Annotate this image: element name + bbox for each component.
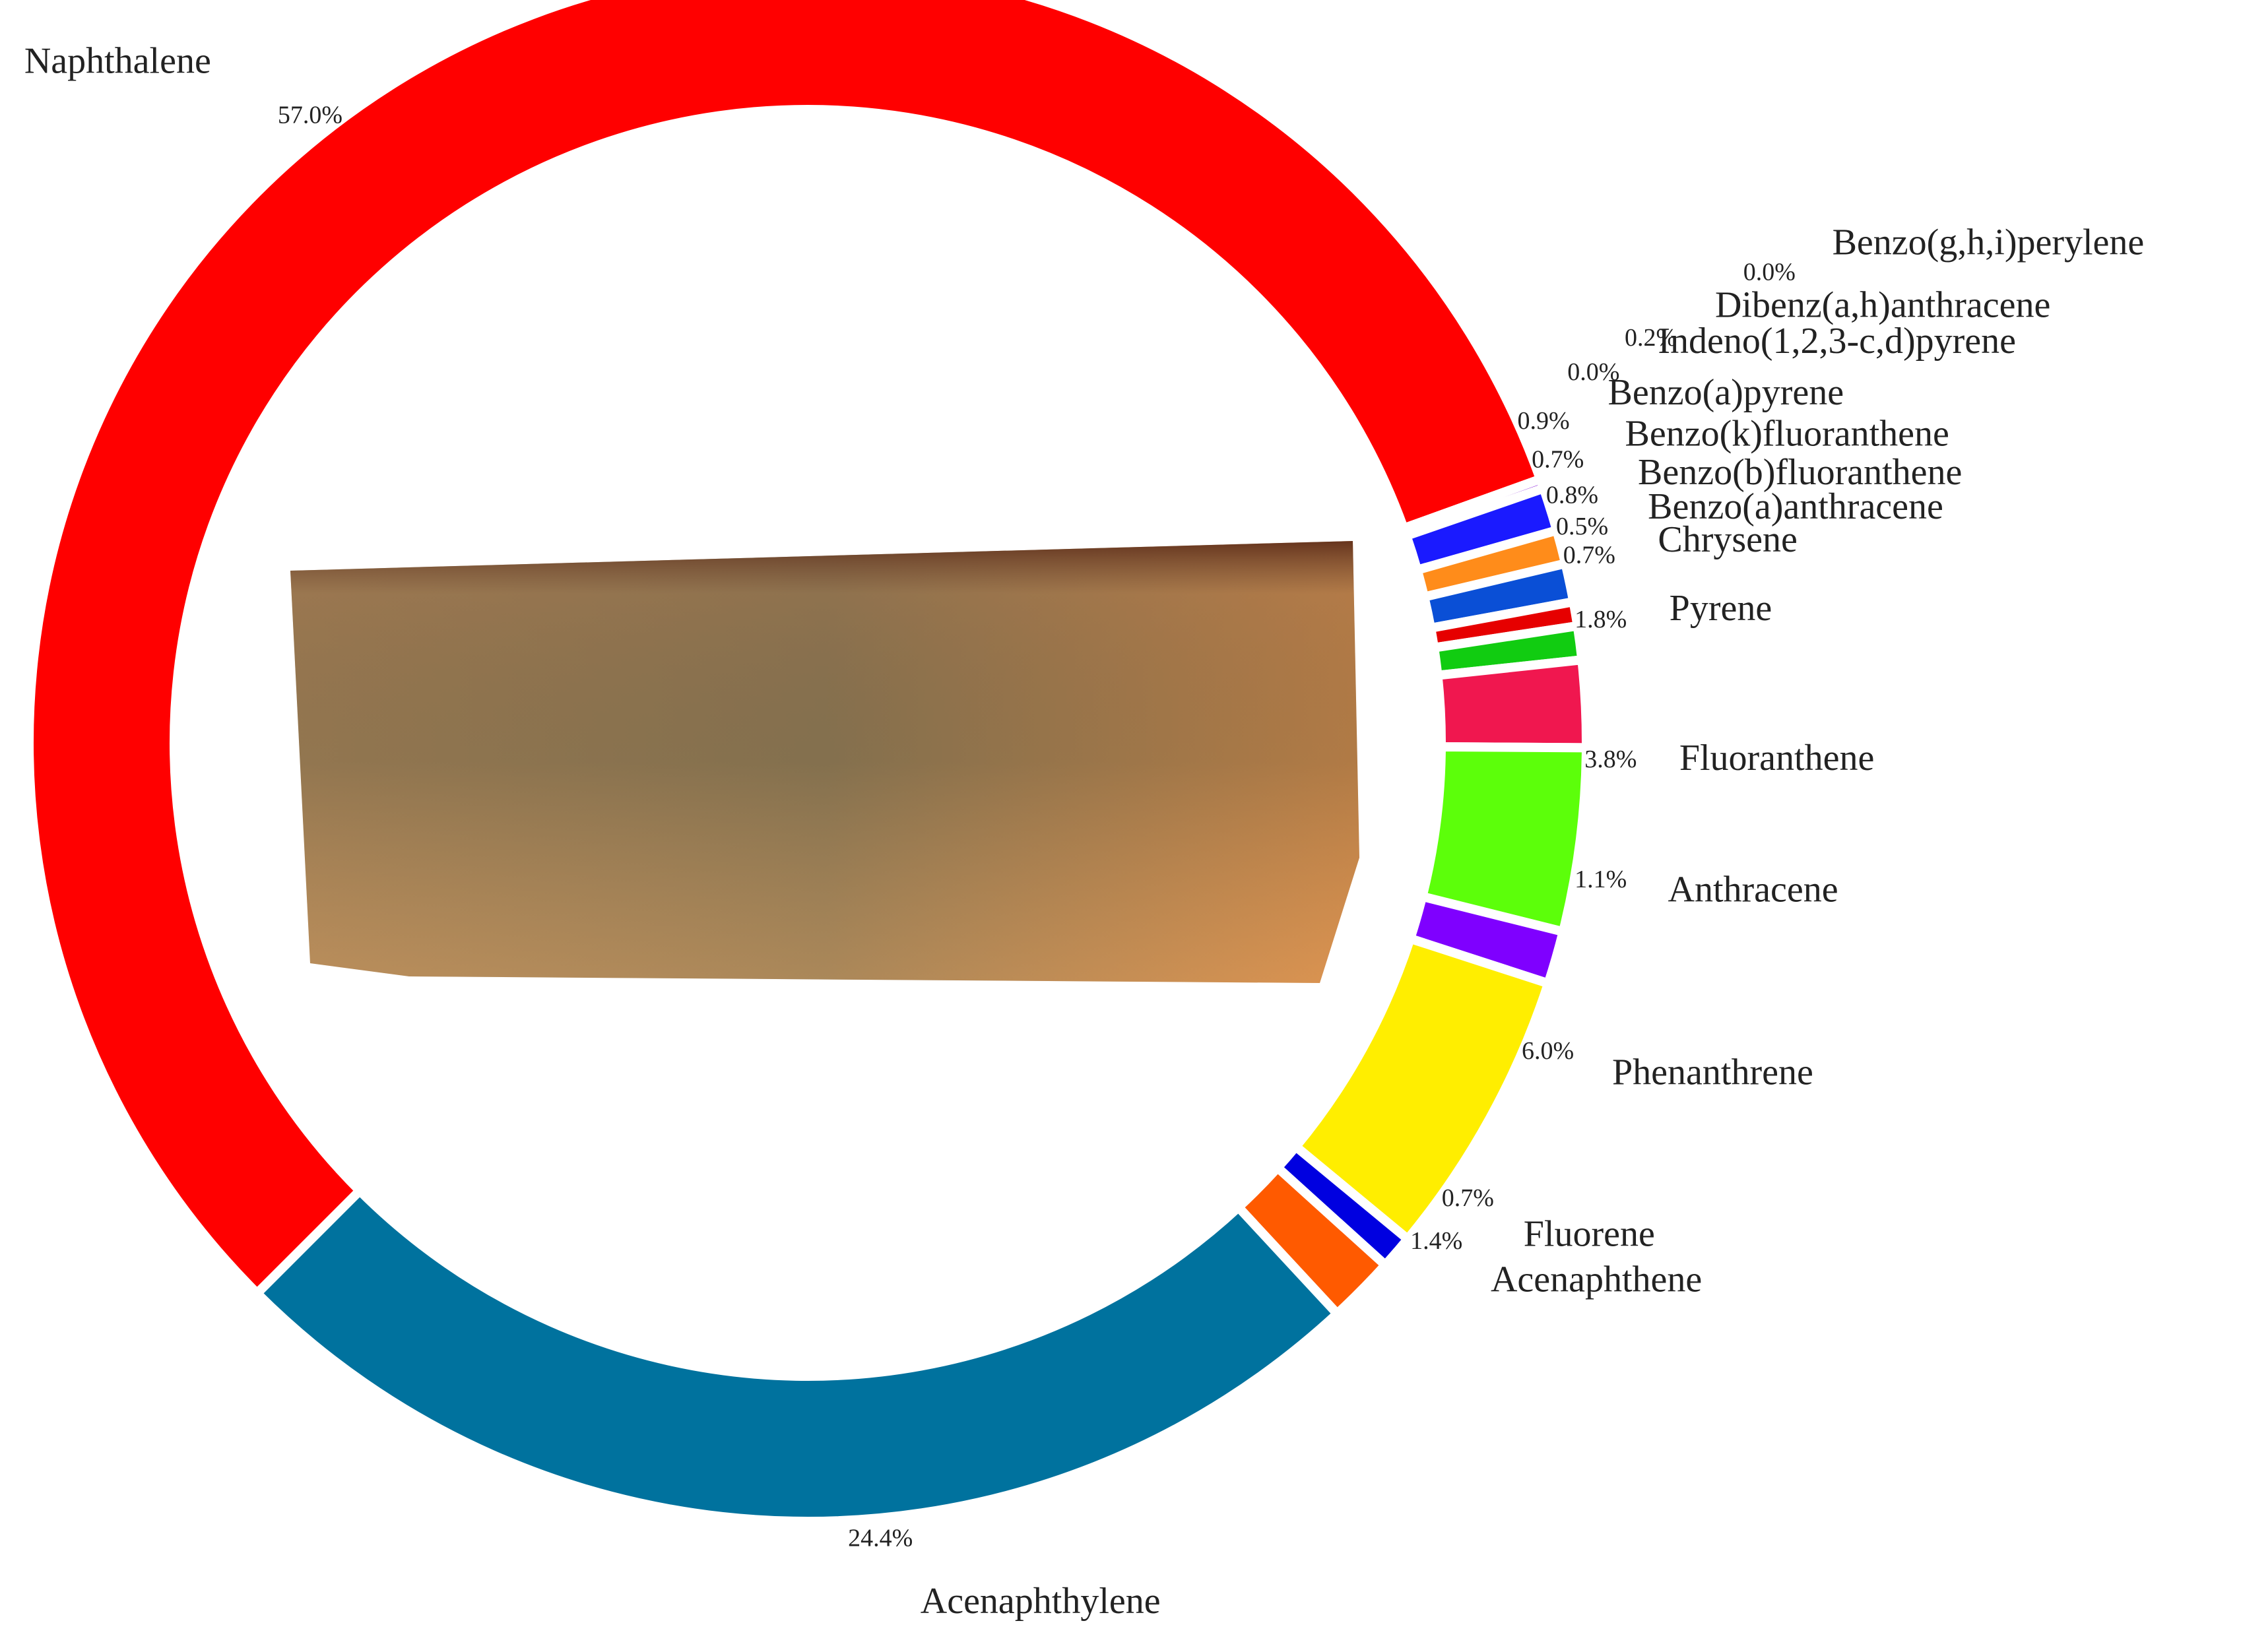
value-label: 0.7% <box>1563 541 1615 569</box>
slice-label: Benzo(k)fluoranthene <box>1625 414 1949 455</box>
value-label: 0.2% <box>1625 324 1677 352</box>
slice-label: Benzo(g,h,i)perylene <box>1833 222 2145 263</box>
slice-label: Benzo(b)fluoranthene <box>1638 452 1962 493</box>
donut <box>24 0 1592 1526</box>
slice-label: Dibenz(a,h)anthracene <box>1715 285 2050 326</box>
donut-slice <box>24 0 1547 1300</box>
value-label: 1.1% <box>1575 866 1627 893</box>
slice-label: Phenanthrene <box>1612 1052 1813 1093</box>
slice-label: Fluorene <box>1524 1213 1655 1254</box>
value-label: 0.5% <box>1556 513 1608 540</box>
value-label: 1.4% <box>1410 1227 1462 1255</box>
value-label: 0.7% <box>1532 445 1584 473</box>
slice-label: Fluoranthene <box>1679 738 1874 778</box>
donut-slice <box>250 1184 1344 1526</box>
value-label: 0.9% <box>1518 407 1570 435</box>
slice-label: Naphthalene <box>24 40 211 81</box>
slice-label: Indeno(1,2,3-c,d)pyrene <box>1658 321 2016 362</box>
slice-label: Acenaphthene <box>1491 1259 1702 1300</box>
value-label: 3.8% <box>1584 746 1637 773</box>
value-label: 1.8% <box>1575 606 1627 633</box>
labels: Naphthalene 57.0% Benzo(g,h,i)perylene 0.0%… <box>24 40 2144 1622</box>
slice-label: Chrysene <box>1658 519 1798 560</box>
slice-label: Benzo(a)anthracene <box>1648 486 1943 527</box>
wood-photo <box>290 541 1359 983</box>
value-label: 57.0% <box>278 101 342 129</box>
donut-slice <box>1432 654 1591 753</box>
value-label: 0.0% <box>1567 358 1619 386</box>
value-label: 24.4% <box>848 1524 913 1552</box>
slice-label: Acenaphthylene <box>921 1581 1161 1622</box>
slice-label: Benzo(a)pyrene <box>1608 372 1844 413</box>
value-label: 6.0% <box>1522 1037 1574 1065</box>
value-label: 0.7% <box>1442 1184 1494 1212</box>
slice-label: Pyrene <box>1670 588 1772 629</box>
value-label: 0.0% <box>1743 259 1796 286</box>
value-label: 0.8% <box>1546 481 1598 509</box>
slice-label: Anthracene <box>1668 869 1838 910</box>
